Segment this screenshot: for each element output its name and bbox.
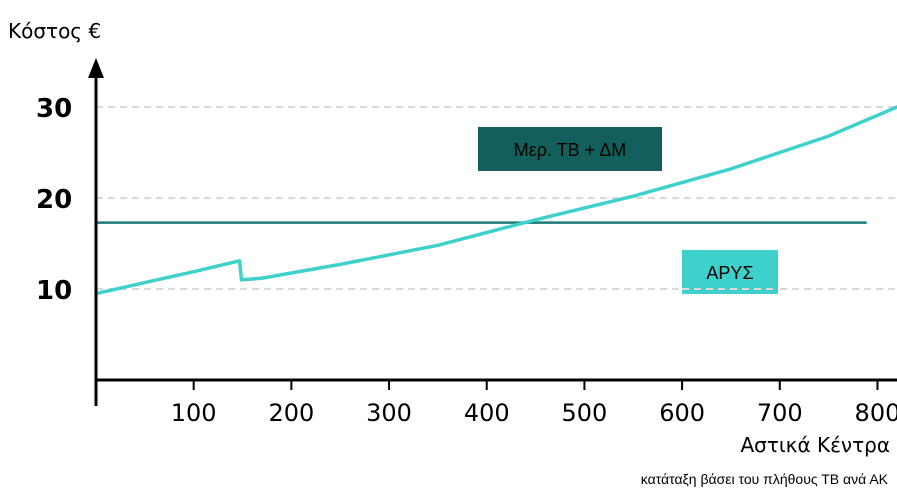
x-ticks: 100 200 300 400 500 600 700 800 — [171, 380, 897, 427]
y-tick-label-10: 10 — [36, 276, 72, 306]
x-tick-label-600: 600 — [659, 399, 705, 427]
series-label-1: Μερ. ΤΒ + ΔΜ — [514, 140, 626, 160]
series-label-box-1 — [478, 127, 662, 171]
footnote: κατάταξη βάσει του πλήθους ΤΒ ανά ΑΚ — [641, 471, 889, 487]
x-tick-label-500: 500 — [562, 399, 608, 427]
series-label-box-2 — [682, 250, 778, 294]
y-ticks: 10 20 30 — [36, 94, 72, 306]
y-axis-arrow — [88, 58, 104, 78]
series-layer — [94, 105, 897, 296]
series-labels: Μερ. ΤΒ + ΔΜ ΑΡΥΣ — [478, 127, 778, 294]
x-tick-label-100: 100 — [171, 399, 217, 427]
y-tick-label-20: 20 — [36, 185, 72, 215]
gridlines — [96, 106, 897, 290]
x-tick-label-400: 400 — [464, 399, 510, 427]
axes — [88, 58, 897, 406]
series-line-2 — [94, 105, 897, 296]
y-tick-label-30: 30 — [36, 94, 72, 124]
x-axis-label: Αστικά Κέντρα — [740, 433, 890, 457]
x-tick-label-300: 300 — [366, 399, 412, 427]
x-tick-label-200: 200 — [268, 399, 314, 427]
x-tick-label-800: 800 — [855, 399, 897, 427]
series-label-2: ΑΡΥΣ — [706, 263, 753, 283]
y-axis-label: Κόστος € — [8, 19, 101, 43]
x-tick-label-700: 700 — [757, 399, 803, 427]
